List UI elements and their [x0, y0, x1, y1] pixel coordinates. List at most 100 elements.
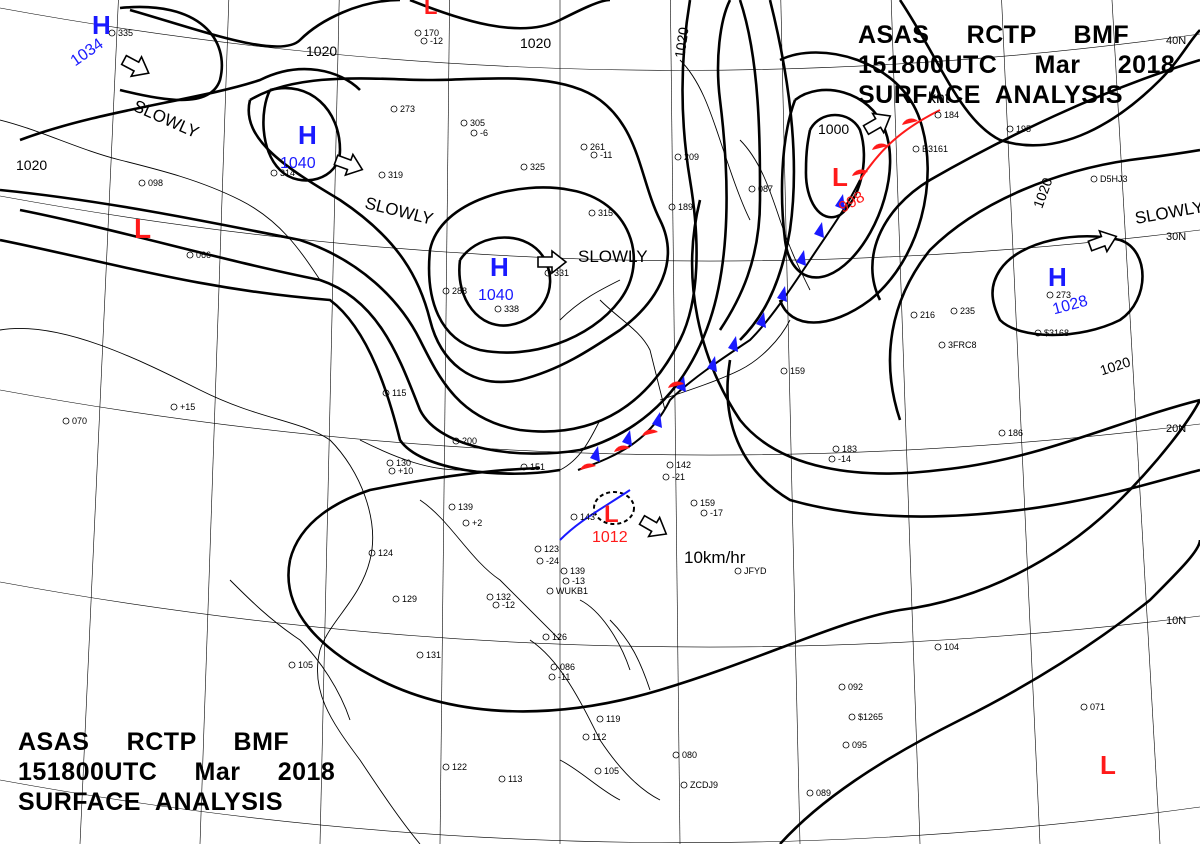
arrow-shape — [333, 152, 364, 177]
station-circle — [590, 151, 598, 159]
arrow-shape — [537, 249, 568, 275]
station-circle — [832, 445, 840, 453]
station-circle — [838, 683, 846, 691]
coastlines — [0, 59, 811, 844]
warm-front-semicircle — [668, 381, 684, 388]
station-value: 112 — [592, 732, 606, 742]
station-circle — [498, 775, 506, 783]
meridian-line — [1111, 0, 1161, 844]
meridian-line — [319, 0, 340, 844]
meridian-line — [79, 0, 119, 844]
cold-front-triangle — [814, 222, 824, 238]
station-value: 089 — [816, 788, 831, 798]
header-line-1: ASAS RCTP BMF — [858, 21, 1130, 49]
station-value: 273 — [1056, 290, 1071, 300]
coastline — [679, 59, 751, 221]
station-circle — [270, 169, 278, 177]
station-circle — [448, 503, 456, 511]
station-circle — [534, 545, 542, 553]
isobar — [0, 0, 698, 433]
coastline — [229, 579, 351, 721]
isobar — [888, 148, 1200, 421]
low-pressure-center: L — [604, 501, 619, 528]
station-value: D5HJ3 — [1100, 174, 1128, 184]
motion-speed-label: 10km/hr — [684, 548, 746, 567]
station-circle — [950, 307, 958, 315]
station-value: -13 — [572, 576, 585, 586]
meridian-line — [199, 0, 230, 844]
warm-front-semicircle — [642, 429, 658, 436]
station-value: 092 — [848, 682, 863, 692]
station-circle — [414, 29, 422, 37]
header-line-3: SURFACE ANALYSIS — [18, 788, 284, 816]
station-circle — [1090, 175, 1098, 183]
station-circle — [666, 461, 674, 469]
station-circle — [560, 567, 568, 575]
station-value: 288 — [452, 286, 467, 296]
station-value: 143 — [580, 512, 595, 522]
station-value: 314 — [280, 168, 295, 178]
high-pressure-center: H — [298, 120, 317, 150]
station-value: 080 — [682, 750, 697, 760]
station-circle — [672, 751, 680, 759]
high-pressure-center: H — [490, 252, 509, 282]
station-circle — [562, 577, 570, 585]
isobar — [718, 0, 762, 331]
station-circle — [138, 179, 146, 187]
motion-arrow — [1087, 229, 1118, 254]
station-circle — [780, 367, 788, 375]
station-value: 319 — [388, 170, 403, 180]
station-value: 129 — [402, 594, 417, 604]
coastline — [0, 328, 421, 844]
cold-front-triangle — [622, 430, 632, 446]
station-circle — [596, 715, 604, 723]
station-value: 184 — [944, 110, 959, 120]
cold-front-triangle — [590, 446, 600, 462]
station-value: 189 — [678, 202, 693, 212]
coastline — [0, 119, 321, 281]
station-circle — [442, 287, 450, 295]
station-circle — [470, 129, 478, 137]
warm-front-semicircle — [580, 463, 596, 470]
station-circle — [460, 119, 468, 127]
isobar-label: 1020 — [671, 26, 691, 59]
station-value: 122 — [452, 762, 467, 772]
isobar — [0, 238, 561, 475]
motion-arrow — [638, 514, 668, 538]
isobar — [19, 0, 732, 455]
station-value: 071 — [1090, 702, 1105, 712]
station-value: -24 — [546, 556, 559, 566]
cold-front-triangle — [728, 336, 738, 352]
high-pressure-value: 1040 — [280, 155, 316, 172]
isobar — [129, 0, 401, 48]
isobar — [19, 67, 361, 142]
station-circle — [934, 111, 942, 119]
coastline — [609, 619, 651, 691]
warm-front-semicircle — [902, 118, 918, 125]
station-value: 105 — [604, 766, 619, 776]
station-circle — [388, 467, 396, 475]
station-circle — [912, 145, 920, 153]
station-value: 170 — [424, 28, 439, 38]
cold-front-triangle — [756, 312, 766, 328]
fronts — [559, 109, 941, 541]
station-circle — [828, 455, 836, 463]
motion-arrows — [120, 54, 1118, 538]
station-circle — [550, 663, 558, 671]
station-value: 186 — [1008, 428, 1023, 438]
latitude-line — [0, 581, 1200, 648]
station-value: 142 — [676, 460, 691, 470]
header-line-2: 151800UTC Mar 2018 — [858, 51, 1176, 79]
station-circle — [674, 153, 682, 161]
isobar — [871, 58, 1200, 301]
arrow-shape — [1087, 229, 1118, 254]
coastline — [559, 279, 621, 321]
front-line — [559, 489, 631, 541]
station-value: 124 — [378, 548, 393, 558]
station-circle — [520, 163, 528, 171]
station-circle — [392, 595, 400, 603]
station-circle — [806, 789, 814, 797]
station-circle — [662, 473, 670, 481]
high-pressure-value: 1040 — [478, 287, 514, 304]
